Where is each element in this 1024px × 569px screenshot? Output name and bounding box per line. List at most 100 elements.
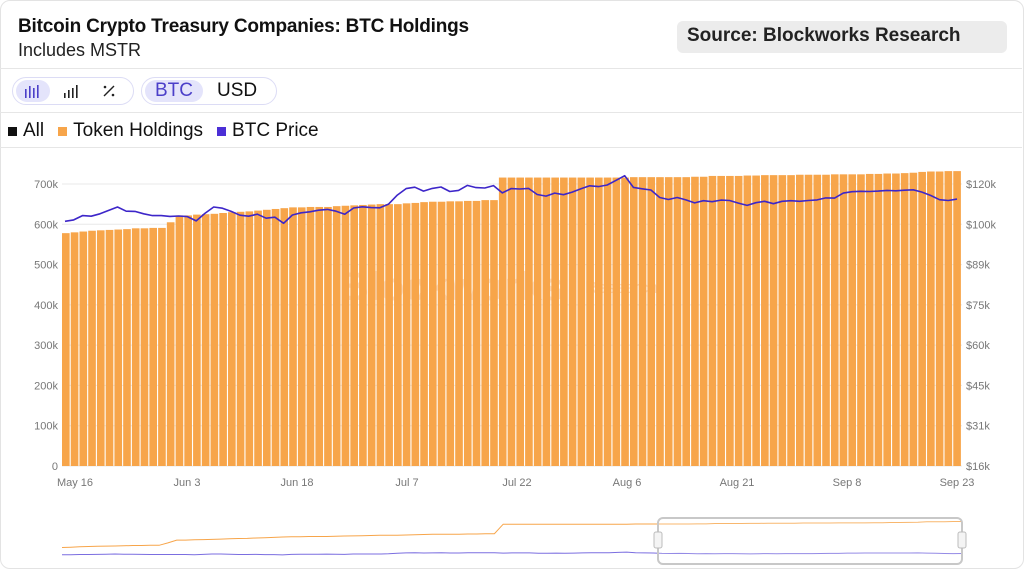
holdings-bar [149, 227, 158, 466]
holdings-bar [193, 214, 201, 466]
holdings-bar [376, 204, 385, 466]
legend-swatch-all [8, 126, 17, 136]
legend-item-all[interactable]: All [8, 120, 44, 142]
holdings-bar [446, 201, 455, 466]
holdings-bar [577, 177, 586, 466]
holdings-bar [96, 230, 105, 466]
x-tick-label: May 16 [57, 477, 93, 489]
navigator-left-handle[interactable] [653, 531, 663, 549]
holdings-bar [306, 206, 315, 466]
holdings-bar [804, 174, 813, 466]
x-tick-label: Sep 8 [833, 477, 862, 489]
holdings-bar [385, 204, 393, 466]
x-tick-label: Jul 7 [395, 477, 418, 489]
holdings-bar [350, 205, 358, 466]
legend-item-btc-price[interactable]: BTC Price [217, 120, 319, 142]
holdings-bar [848, 174, 857, 466]
y-left-tick-label: 0 [52, 461, 58, 473]
bar-chart-small-icon [64, 85, 78, 98]
holdings-bar [463, 200, 472, 467]
holdings-bar [114, 229, 123, 466]
y-left-tick-label: 700k [34, 179, 58, 191]
holdings-bar [228, 212, 236, 466]
legend-item-token-holdings[interactable]: Token Holdings [58, 120, 203, 142]
holdings-bar [778, 175, 787, 466]
x-tick-label: Aug 21 [720, 477, 755, 489]
holdings-bar [568, 177, 577, 466]
navigator-window[interactable] [657, 517, 963, 565]
holdings-bar [909, 172, 918, 466]
y-right-tick-label: $60k [966, 340, 990, 352]
holdings-bar [621, 177, 629, 466]
holdings-bar [62, 233, 70, 466]
holdings-bar [175, 215, 184, 466]
percent-icon [103, 85, 115, 97]
holdings-bar [472, 200, 481, 467]
holdings-bar [254, 210, 262, 466]
holdings-bar [481, 200, 490, 466]
holdings-bar [498, 177, 507, 466]
holdings-bar [420, 202, 428, 466]
holdings-bar [595, 177, 603, 466]
holdings-bar [297, 207, 306, 466]
holdings-bar [210, 213, 219, 466]
holdings-bar [839, 174, 848, 466]
holdings-bar [691, 176, 699, 466]
btc-unit-button[interactable]: BTC [145, 80, 203, 102]
holdings-bar [865, 173, 874, 466]
y-left-tick-label: 100k [34, 421, 58, 433]
holdings-bar [769, 175, 778, 466]
holdings-bar [673, 177, 682, 466]
holdings-bar [892, 173, 900, 467]
holdings-bar [734, 175, 743, 466]
usd-unit-button[interactable]: USD [217, 80, 258, 101]
source-badge: Source: Blockworks Research [677, 21, 1007, 53]
unit-toggle-group: BTC USD [141, 77, 277, 105]
holdings-bar [394, 204, 402, 466]
holdings-bar [271, 208, 280, 466]
holdings-bar [131, 228, 140, 466]
view-toggle-group [12, 77, 134, 105]
holdings-bar [927, 171, 935, 467]
percent-view-button[interactable] [92, 80, 126, 102]
legend-swatch-token-holdings [58, 126, 68, 136]
holdings-bar [822, 174, 830, 466]
holdings-bar [795, 174, 804, 466]
holdings-bar [900, 173, 909, 466]
holdings-bar [289, 207, 297, 466]
holdings-bar [682, 177, 691, 466]
holdings-bar [437, 201, 446, 466]
holdings-bar [664, 177, 673, 466]
holdings-bar [79, 231, 88, 466]
y-left-tick-label: 500k [34, 260, 58, 272]
holdings-bar [359, 204, 367, 466]
legend-label-token-holdings: Token Holdings [73, 120, 204, 141]
holdings-bar [341, 205, 350, 467]
toolbar-divider [0, 112, 1022, 113]
bar-chart-view-button[interactable] [16, 80, 50, 102]
holdings-bar [638, 177, 647, 466]
legend-label-btc-price: BTC Price [232, 120, 319, 141]
holdings-bar [201, 214, 210, 466]
holdings-bar [857, 174, 865, 466]
holdings-bar [918, 171, 926, 466]
holdings-bar [280, 208, 289, 466]
y-left-tick-label: 600k [34, 219, 58, 231]
legend: All Token Holdings BTC Price [8, 120, 319, 142]
holdings-bar [883, 173, 891, 467]
holdings-bar [944, 171, 953, 466]
holdings-bar [743, 175, 752, 467]
holdings-bar [647, 177, 656, 466]
holdings-bar [402, 203, 411, 466]
navigator-right-handle[interactable] [957, 531, 967, 549]
btc-price-line [64, 174, 958, 225]
holdings-bar [761, 175, 769, 466]
header-divider [0, 68, 1022, 69]
y-left-tick-label: 300k [34, 340, 58, 352]
holdings-bar [455, 201, 463, 466]
bar-chart-small-view-button[interactable] [54, 80, 88, 102]
x-tick-label: Jul 22 [502, 477, 531, 489]
holdings-bar [874, 173, 883, 466]
y-right-tick-label: $120k [966, 179, 996, 191]
y-right-tick-label: $100k [966, 219, 996, 231]
